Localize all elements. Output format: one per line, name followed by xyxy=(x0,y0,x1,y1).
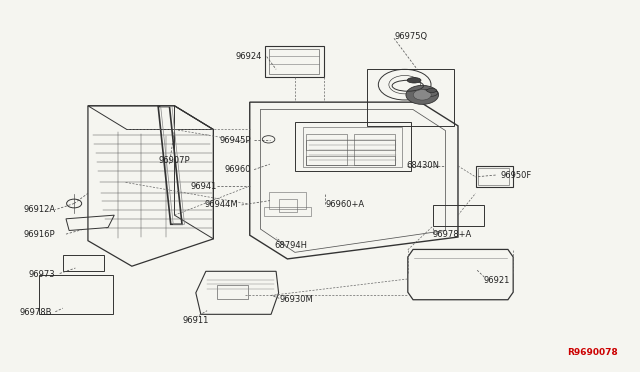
Text: 96945P: 96945P xyxy=(220,136,251,145)
Text: 96907P: 96907P xyxy=(159,156,190,165)
Text: 96921: 96921 xyxy=(483,276,509,285)
Text: 96978+A: 96978+A xyxy=(433,230,472,238)
Bar xyxy=(269,192,306,209)
Bar xyxy=(476,166,513,187)
Ellipse shape xyxy=(407,77,421,83)
Text: 96950F: 96950F xyxy=(500,171,532,180)
Bar xyxy=(306,141,396,150)
Text: 96960: 96960 xyxy=(225,165,251,174)
Text: 96978B: 96978B xyxy=(19,308,52,317)
Bar xyxy=(303,127,402,167)
Text: 96916P: 96916P xyxy=(24,230,55,238)
Bar xyxy=(63,255,104,270)
Bar xyxy=(269,49,319,74)
Text: 96975Q: 96975Q xyxy=(394,32,427,41)
Bar xyxy=(295,122,411,171)
Text: 96960+A: 96960+A xyxy=(325,200,364,209)
Text: 68794H: 68794H xyxy=(275,241,308,250)
Bar xyxy=(367,69,454,126)
Bar xyxy=(279,199,297,212)
Bar xyxy=(478,168,509,185)
Bar xyxy=(216,285,248,299)
Text: 96941: 96941 xyxy=(190,182,216,190)
Bar xyxy=(265,46,324,77)
Bar xyxy=(306,156,396,165)
Circle shape xyxy=(406,86,438,104)
Circle shape xyxy=(413,90,431,100)
Bar xyxy=(264,207,310,216)
Text: 68430N: 68430N xyxy=(406,161,440,170)
Text: 96912A: 96912A xyxy=(23,205,55,214)
Text: 96924: 96924 xyxy=(236,52,262,61)
Text: R9690078: R9690078 xyxy=(567,347,618,357)
Text: 96930M: 96930M xyxy=(279,295,313,304)
Text: 96973: 96973 xyxy=(29,270,55,279)
Bar xyxy=(355,134,396,165)
Ellipse shape xyxy=(427,89,436,93)
Text: 96944M: 96944M xyxy=(205,201,239,209)
Text: 96911: 96911 xyxy=(182,316,209,325)
Bar xyxy=(433,205,484,226)
Bar xyxy=(306,134,347,165)
